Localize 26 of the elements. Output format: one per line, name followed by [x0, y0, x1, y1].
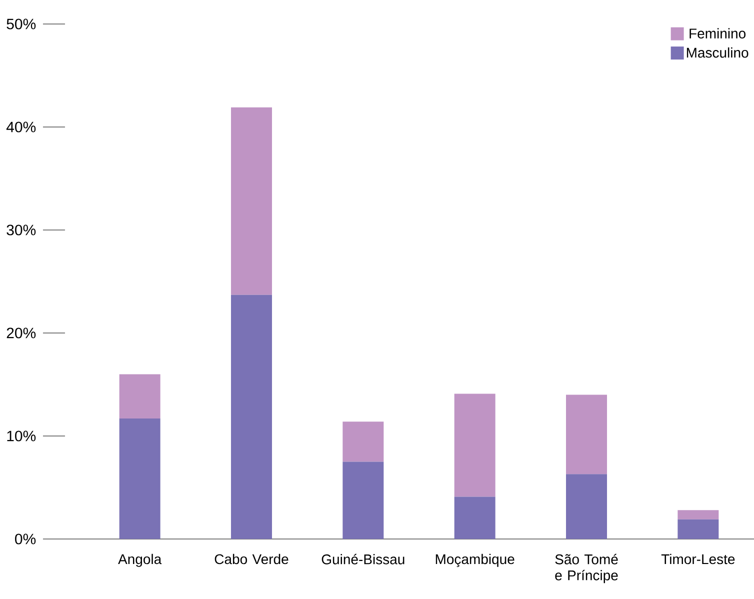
- y-tick-label: 20%: [6, 328, 36, 338]
- x-tick-label: Angola: [118, 554, 162, 567]
- x-tick-label: São Tomé e Príncipe: [555, 554, 618, 584]
- bar: [119, 418, 160, 539]
- bar: [678, 510, 719, 520]
- bar: [454, 496, 496, 539]
- bar: [230, 107, 272, 295]
- y-tick-label: 40%: [6, 122, 36, 132]
- bar: [678, 519, 719, 539]
- x-tick-label: Timor-Leste: [661, 554, 735, 564]
- legend-label: Masculino: [686, 47, 748, 58]
- y-tick-label: 50%: [6, 18, 36, 30]
- y-tick-label: 30%: [6, 224, 36, 236]
- x-tick-label: Cabo Verde: [214, 554, 288, 564]
- y-tick-label: 10%: [7, 430, 36, 442]
- x-tick-label: Guiné-Bissau: [322, 554, 404, 564]
- x-tick-label: Moçambique: [436, 554, 514, 567]
- bar: [342, 422, 384, 462]
- bar: [119, 374, 160, 418]
- bar: [566, 394, 608, 474]
- legend-label: Feminino: [690, 28, 746, 38]
- bar: [342, 462, 384, 539]
- bar: [230, 294, 272, 539]
- bar: [566, 474, 608, 539]
- bar: [454, 394, 496, 497]
- y-tick-label: 0%: [15, 534, 36, 544]
